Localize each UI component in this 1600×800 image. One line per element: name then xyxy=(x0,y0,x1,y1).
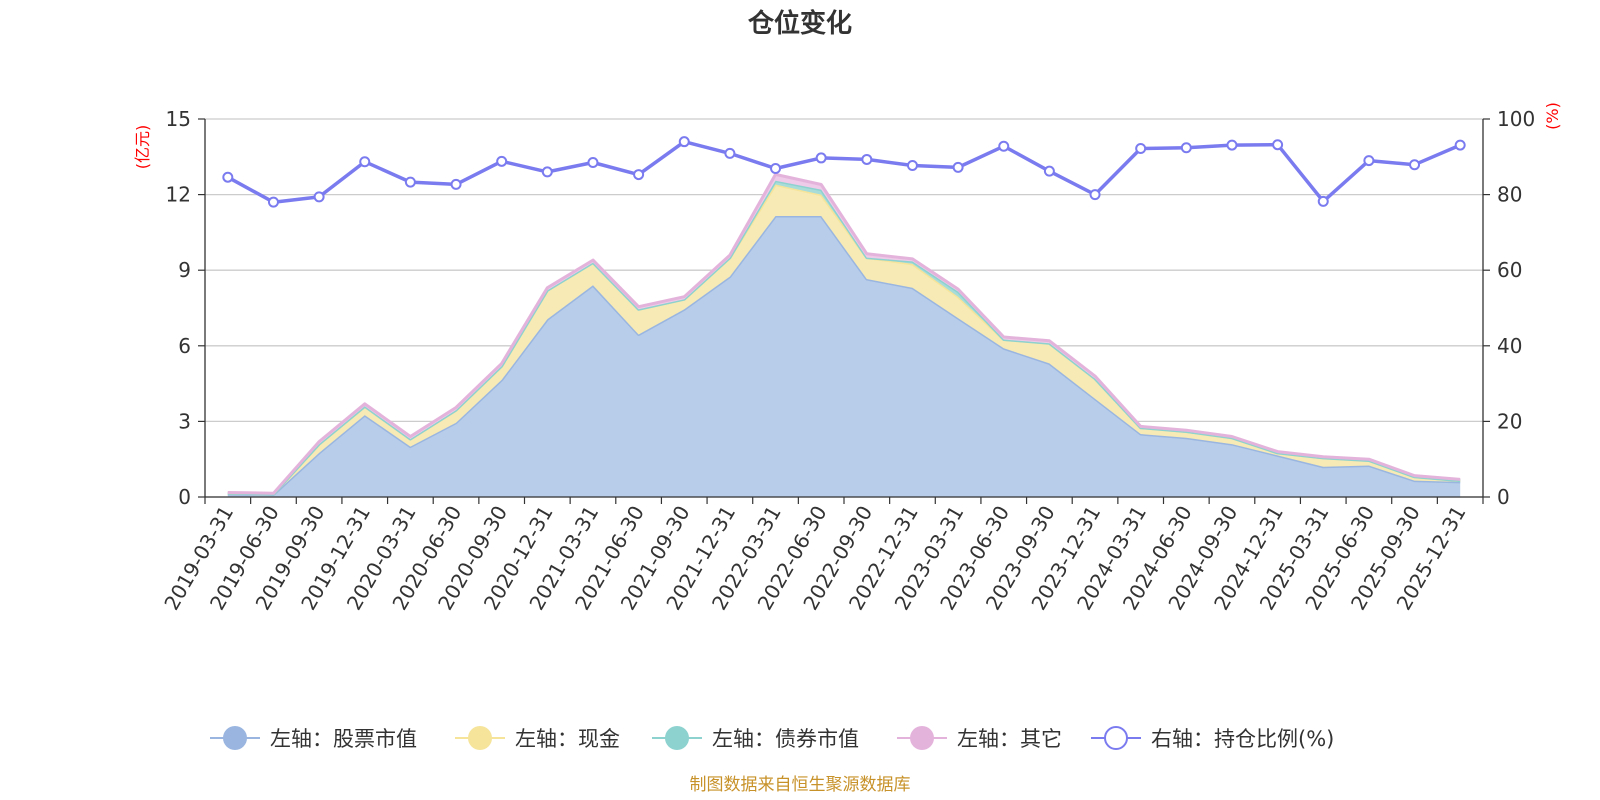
ratio-point xyxy=(952,161,964,173)
legend-item[interactable]: 左轴：债券市值 xyxy=(652,726,859,751)
ratio-point xyxy=(1454,139,1466,151)
ratio-point xyxy=(633,169,645,181)
ratio-point xyxy=(496,155,508,167)
ratio-point xyxy=(450,178,462,190)
legend-circle-icon xyxy=(665,726,689,750)
ratio-point xyxy=(404,176,416,188)
legend-item[interactable]: 右轴：持仓比例(%) xyxy=(1091,726,1334,751)
ratio-point xyxy=(1272,139,1284,151)
data-source-note: 制图数据来自恒生聚源数据库 xyxy=(690,775,911,795)
right-axis-unit: (%) xyxy=(1543,102,1562,130)
legend-circle-icon xyxy=(468,726,492,750)
ratio-point xyxy=(222,171,234,183)
stacked-areas xyxy=(227,172,1461,497)
ratio-point xyxy=(267,196,279,208)
right-axis-tick-label: 80 xyxy=(1497,183,1522,207)
ratio-line-series xyxy=(222,136,1466,208)
legend-label: 左轴：其它 xyxy=(957,727,1062,751)
ratio-point xyxy=(541,166,553,178)
left-axis-tick-label: 3 xyxy=(178,409,191,433)
legend-circle-icon xyxy=(910,726,934,750)
ratio-point xyxy=(313,191,325,203)
legend-circle-icon xyxy=(223,726,247,750)
legend-label: 左轴：现金 xyxy=(515,727,620,751)
right-axis-tick-label: 60 xyxy=(1497,258,1522,282)
ratio-point xyxy=(1135,142,1147,154)
ratio-point xyxy=(1180,142,1192,154)
right-axis-tick-label: 0 xyxy=(1497,485,1510,509)
ratio-point xyxy=(1089,189,1101,201)
ratio-point xyxy=(587,156,599,168)
legend-label: 左轴：债券市值 xyxy=(712,727,859,751)
ratio-point xyxy=(1409,159,1421,171)
ratio-point xyxy=(1226,139,1238,151)
legend-label: 右轴：持仓比例(%) xyxy=(1151,727,1334,751)
left-axis-unit: (亿元) xyxy=(133,125,152,170)
area-edge-左轴：其它 xyxy=(227,172,1461,495)
legend-item[interactable]: 左轴：股票市值 xyxy=(210,726,417,751)
ratio-point xyxy=(678,136,690,148)
left-axis-tick-label: 0 xyxy=(178,485,191,509)
ratio-point xyxy=(906,159,918,171)
right-axis-tick-label: 40 xyxy=(1497,334,1522,358)
ratio-point xyxy=(359,156,371,168)
legend[interactable]: 左轴：股票市值 左轴：现金 左轴：债券市值 左轴：其它 右轴：持仓比例(%) xyxy=(210,726,1334,751)
area-左轴：现金 xyxy=(227,184,1461,495)
right-axis-tick-label: 100 xyxy=(1497,107,1535,131)
legend-item[interactable]: 左轴：现金 xyxy=(455,726,620,751)
ratio-point xyxy=(770,163,782,175)
ratio-point xyxy=(1317,195,1329,207)
ratio-point xyxy=(861,153,873,165)
right-axis-tick-label: 20 xyxy=(1497,409,1522,433)
left-axis-tick-label: 6 xyxy=(178,334,191,358)
left-axis-tick-label: 9 xyxy=(178,258,191,282)
left-axis-tick-label: 12 xyxy=(166,183,191,207)
ratio-point xyxy=(1363,155,1375,167)
legend-item[interactable]: 左轴：其它 xyxy=(897,726,1062,751)
ratio-point xyxy=(815,152,827,164)
ratio-line xyxy=(226,139,1461,204)
ratio-point xyxy=(998,140,1010,152)
left-axis-tick-label: 15 xyxy=(166,107,191,131)
chart-title: 仓位变化 xyxy=(747,8,852,39)
area-左轴：股票市值 xyxy=(227,216,1461,497)
ratio-point xyxy=(1043,165,1055,177)
legend-circle-icon xyxy=(1104,726,1128,750)
ratio-point xyxy=(724,147,736,159)
legend-label: 左轴：股票市值 xyxy=(270,727,417,751)
